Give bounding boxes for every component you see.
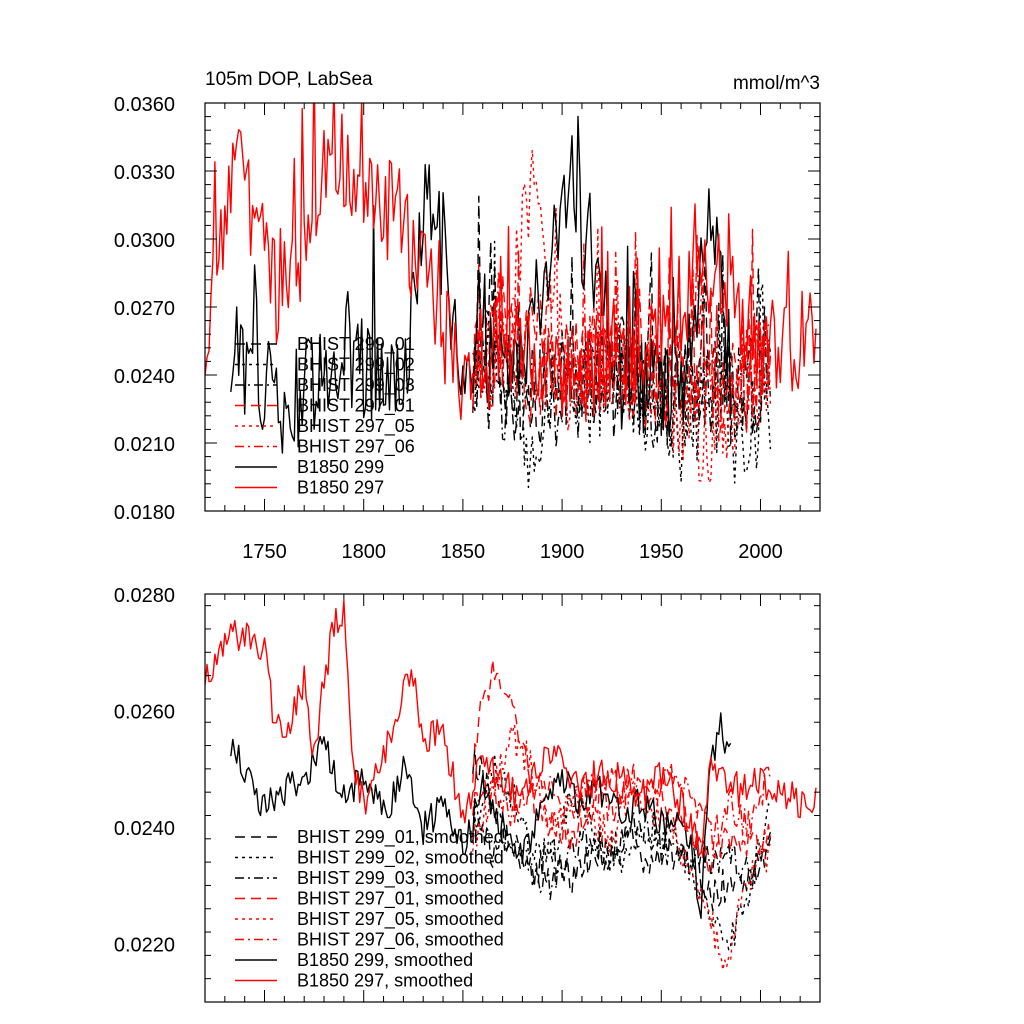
chart-title: 105m DOP, LabSea bbox=[205, 69, 373, 90]
y-tick-label: 0.0210 bbox=[114, 434, 175, 456]
legend-label: B1850 299, smoothed bbox=[297, 950, 473, 970]
series-line-bhist-297-05 bbox=[472, 149, 772, 484]
series-line-bhist-299-02 bbox=[472, 240, 772, 489]
y-tick-label: 0.0240 bbox=[114, 366, 175, 388]
y-tick-label: 0.0220 bbox=[114, 935, 175, 957]
panel-bottom: 0.0220 0.0240 0.0260 0.0280 BHIST 299_01, sm… bbox=[114, 585, 821, 1003]
y-tick-label: 0.0300 bbox=[114, 230, 175, 252]
legend-label: B1850 297, smoothed bbox=[297, 971, 473, 991]
y-tick-label: 0.0360 bbox=[114, 94, 175, 116]
legend-label: B1850 297 bbox=[297, 478, 384, 498]
y-tick-label: 0.0260 bbox=[114, 702, 175, 724]
y-tick-label: 0.0280 bbox=[114, 585, 175, 607]
legend-label: BHIST 299_02 bbox=[297, 355, 415, 376]
x-tick-label: 1900 bbox=[540, 541, 585, 563]
x-tick-label: 1950 bbox=[639, 541, 684, 563]
series-line-bhist-299-03-smoothed bbox=[472, 810, 772, 901]
legend-label: BHIST 297_01 bbox=[297, 396, 415, 417]
y-tick-label: 0.0270 bbox=[114, 298, 175, 320]
x-tick-label: 1800 bbox=[341, 541, 386, 563]
series-line-bhist-297-01-smoothed bbox=[472, 658, 772, 875]
y-tick-label: 0.0180 bbox=[114, 502, 175, 524]
legend-label: BHIST 297_05 bbox=[297, 416, 415, 437]
legend-label: BHIST 297_06 bbox=[297, 437, 415, 458]
x-tick-label: 2000 bbox=[738, 541, 783, 563]
panel-top: 0.0180 0.0210 0.0240 0.0270 0.0300 0.0330 0.03… bbox=[114, 69, 821, 563]
legend-label: B1850 299 bbox=[297, 457, 384, 477]
y-tick-label: 0.0240 bbox=[114, 818, 175, 840]
legend-label: BHIST 297_05, smoothed bbox=[297, 909, 504, 930]
plot-area bbox=[205, 103, 817, 489]
series-line-b1850-299-smoothed bbox=[230, 712, 732, 919]
legend-label: BHIST 297_06, smoothed bbox=[297, 930, 504, 951]
legend-label: BHIST 299_01, smoothed bbox=[297, 827, 504, 848]
plot-frame bbox=[204, 593, 821, 1003]
legend-label: BHIST 299_03 bbox=[297, 375, 415, 396]
series-line-b1850-297-smoothed bbox=[205, 599, 817, 857]
units-label: mmol/m^3 bbox=[733, 73, 820, 94]
legend-label: BHIST 297_01, smoothed bbox=[297, 889, 504, 910]
series-line-bhist-297-06-smoothed bbox=[472, 761, 772, 853]
legend-label: BHIST 299_02, smoothed bbox=[297, 848, 504, 869]
series-line-bhist-297-05-smoothed bbox=[472, 723, 771, 971]
x-tick-label: 1850 bbox=[441, 541, 486, 563]
plot-area bbox=[205, 599, 817, 971]
series-line-bhist-297-06 bbox=[472, 230, 771, 425]
x-tick-label: 1750 bbox=[242, 541, 287, 563]
legend-label: BHIST 299_03, smoothed bbox=[297, 868, 504, 889]
series-line-b1850-297 bbox=[205, 103, 817, 421]
series-line-bhist-297-01 bbox=[472, 228, 772, 442]
legend-label: BHIST 299_01 bbox=[297, 334, 415, 355]
y-tick-label: 0.0330 bbox=[114, 162, 175, 184]
series-line-bhist-299-02-smoothed bbox=[472, 753, 772, 951]
